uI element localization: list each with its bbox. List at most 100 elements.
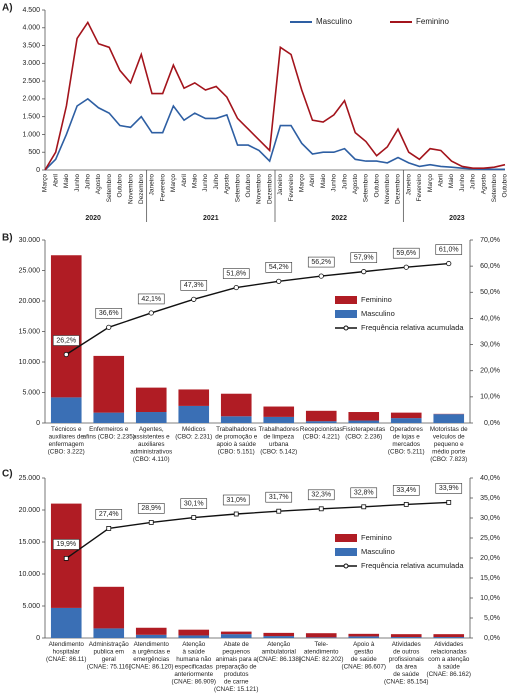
bar [220,634,252,638]
y-tick-label: 5.000 [22,389,40,396]
bar [305,633,337,638]
x-tick-label-line: Enfermeiros e [89,426,129,433]
line-marker [361,269,367,275]
x-tick-label-line: Técnicos e [51,426,82,433]
value-label-box [222,494,250,506]
x-tick-label: Agosto [95,174,102,195]
value-label: 33,9% [439,485,459,492]
y2-tick-label: 50,0% [480,289,500,296]
x-tick-label: Dezembro [138,174,145,204]
value-label-box [137,293,165,305]
x-tick-label-line: animais para a [216,656,258,663]
x-tick-label: Abril [181,173,188,187]
y-tick-label: 30.000 [19,237,41,244]
value-label: 19,9% [56,541,76,548]
bar [390,637,422,638]
value-label-box [350,252,378,263]
x-tick-label: Médicos (CBO: 2.231) [175,426,212,441]
value-label-box [52,539,80,550]
x-tick-label: Outubro [245,174,252,198]
x-tick-label-line: profissionais [389,656,424,663]
y-tick-label: 10.000 [19,359,41,366]
legend-marker [343,325,349,331]
x-tick-label-line: produtos [224,671,249,678]
y2-tick-label: 10,0% [480,595,500,602]
x-tick-label-line: ambulatorial [262,648,296,655]
x-tick-label-line: publica em [94,648,124,655]
bar [348,420,380,423]
x-tick-label: Atendimento a urgências e emergências (CNAE… [129,641,173,671]
x-tick-label: Julho [85,174,92,190]
value-label: 57,9% [354,254,374,261]
x-tick-label: Setembro [491,174,498,203]
bar [263,636,295,638]
x-tick-label: Maio [448,174,455,188]
line-marker [63,351,69,358]
value-label-box [392,247,420,259]
line-marker [276,508,282,514]
line-marker [403,264,409,270]
x-tick-label-line: de carne [224,678,249,685]
x-tick-label-line: Atenção [267,641,291,648]
x-tick-label: Março [170,174,177,192]
x-tick-label-line: Agentes, [139,426,164,433]
x-tick-label: Atenção ambulatorial (CNAE: 86.138) [257,641,301,663]
y-tick-label: 0 [36,167,40,174]
y2-tick-label: 70,0% [480,237,500,244]
x-tick-label-line: enfermagem [49,441,84,448]
x-tick-label-line: auxiliares de [49,433,85,440]
y-tick-label: 15.000 [19,539,41,546]
x-tick-label: Março [42,174,49,192]
x-tick-label: Tele-atendimento (CNAE: 82.202) [299,641,343,663]
x-tick-label-line: Administração [89,641,129,648]
x-tick-label-line: (CBO: 5.142) [260,448,297,455]
x-tick-label-line: médio porte [432,448,466,455]
y2-tick-label: 0,0% [484,635,500,642]
x-tick-label-line: auxiliares [138,441,165,448]
x-tick-label-line: a urgências e [132,648,170,655]
value-label: 26,2% [56,337,76,344]
legend-swatch [335,296,357,304]
x-tick-label-line: (CNAE: 86.138) [257,656,301,663]
bar [390,412,422,419]
value-label: 61,0% [439,246,459,253]
x-tick-label-line: (CNAE: 85.154) [384,678,428,685]
panel-label: B) [2,233,13,244]
x-tick-label: Atenção à saúde humana não especificadas ant… [172,641,216,686]
x-tick-label-line: apoio à saúde [216,441,256,448]
value-label-box [307,256,335,268]
x-tick-label: Setembro [106,174,113,203]
x-tick-label-line: de lojas e [393,433,420,440]
line-marker [361,504,367,510]
x-tick-label-line: Atividades [392,641,421,648]
x-tick-label: Administração publica em geral (CNAE: 75.11… [87,641,131,671]
x-tick-label: Julho [341,174,348,190]
value-label-box [137,503,165,514]
x-tick-label-line: da área [396,663,418,670]
x-tick-label-line: Tele- [314,641,328,648]
x-tick-label-line: à saúde [183,648,206,655]
line-marker [318,506,324,512]
x-tick-label-line: de saúde [351,656,377,663]
y-tick-label: 25.000 [19,267,41,274]
x-tick-label: Atividades de outros profissionais da área d… [384,641,428,686]
legend-swatch [335,548,357,556]
x-tick-label: Maio [191,174,198,188]
y-tick-label: 0 [36,635,40,642]
x-tick-label-line: Trabalhadores [259,426,299,433]
x-tick-label-line: (CBO: 7.823) [430,456,467,463]
line-marker [191,515,197,520]
x-tick-label-line: (CNAE: 86.909) [172,678,216,685]
bar [178,629,210,636]
x-tick-label: Fevereiro [159,174,166,202]
x-tick-label-line: assistentes e [133,433,170,440]
y2-tick-label: 60,0% [480,263,500,270]
y-tick-label: 1.000 [22,131,40,138]
x-tick-label: Enfermeiros e afins (CBO: 2.235) [83,426,135,441]
bar [305,410,337,422]
legend-label: Masculino [316,17,353,26]
x-tick-label: Fevereiro [288,174,295,202]
x-tick-label-line: (CBO: 2.236) [345,433,382,440]
line-series [44,97,505,171]
